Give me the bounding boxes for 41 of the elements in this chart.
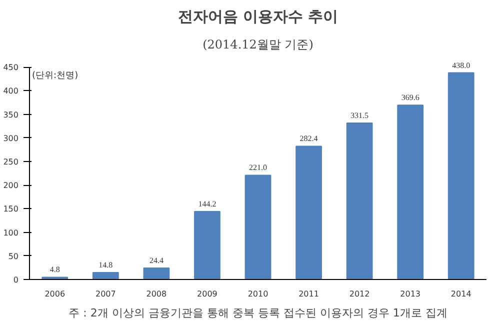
data-label: 24.4	[149, 256, 164, 265]
y-tick-label: 150	[3, 204, 19, 214]
bar	[143, 267, 170, 280]
y-tick-label: 400	[3, 86, 19, 96]
data-label: 221.0	[249, 163, 267, 172]
data-label: 14.8	[98, 260, 113, 270]
data-label: 4.8	[50, 265, 60, 274]
chart-subtitle: (2014.12월말 기준)	[202, 38, 314, 52]
x-tick-label: 2011	[298, 290, 319, 298]
y-tick-label: 250	[3, 158, 19, 167]
y-tick-label: 100	[3, 228, 19, 238]
chart-title: 전자어음 이용자수 추이	[178, 8, 338, 26]
data-label: 369.6	[401, 93, 420, 102]
data-label: 438.0	[452, 60, 470, 70]
y-tick-label: 0	[13, 276, 19, 284]
y-tick-label: 300	[3, 134, 19, 143]
x-tick-label: 2007	[95, 290, 116, 298]
y-tick-label: 450	[3, 63, 19, 72]
y-tick-label: 350	[3, 110, 19, 120]
x-tick-label: 2010	[248, 290, 268, 298]
text: 주 : 2개 이상의 금융기관을 통해 중복 등록 접수된 이용자의 경우 1개로 집계	[68, 306, 448, 320]
bar	[244, 174, 272, 280]
x-tick-label: 2006	[44, 290, 66, 298]
y-axis-title: (단위:천명)	[32, 71, 78, 82]
x-tick-label: 2008	[146, 290, 167, 298]
x-tick-label: 2014	[450, 290, 472, 298]
x-tick-label: 2013	[400, 290, 421, 298]
bar	[194, 210, 220, 280]
x-tick-label: 2012	[349, 290, 370, 298]
x-tick-label: 2009	[197, 290, 218, 298]
bar	[296, 146, 322, 280]
data-label: 331.5	[350, 111, 369, 120]
bar	[92, 272, 119, 280]
bar	[42, 276, 68, 280]
data-label: 144.2	[198, 199, 216, 208]
bar	[346, 122, 373, 280]
y-tick-label: 200	[3, 181, 19, 190]
bar	[397, 104, 424, 280]
data-label: 282.4	[300, 134, 318, 144]
y-tick-label: 50	[8, 252, 19, 261]
bar	[448, 72, 474, 280]
